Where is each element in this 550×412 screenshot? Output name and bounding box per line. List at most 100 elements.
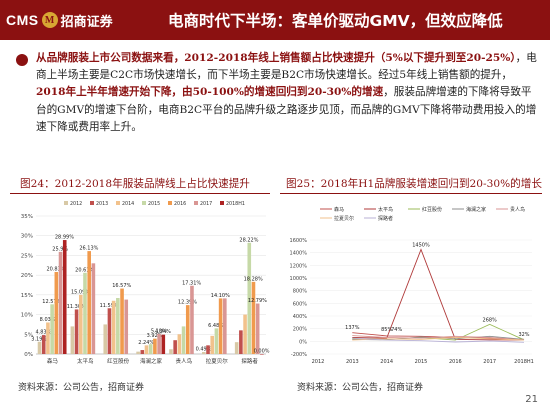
bar: [260, 354, 264, 355]
data-label: 11.59%: [100, 303, 119, 309]
data-label: 8.03%: [40, 317, 56, 323]
series-line: [352, 337, 525, 343]
x-tick-label: 贵人鸟: [176, 357, 193, 365]
bar: [177, 334, 182, 354]
legend-label: 红豆股份: [422, 206, 442, 213]
y-tick-label: 0%: [299, 339, 307, 345]
x-tick-label: 2013: [346, 359, 359, 365]
legend-label: 探路者: [378, 215, 393, 222]
bar: [234, 342, 239, 354]
y-tick-label: 15%: [21, 293, 33, 299]
x-tick-label: 红豆股份: [107, 357, 130, 365]
para-text-1: ，电商上半场主要是C2C市场快速增长，而下半场主要是B2C市场快速增长。经过5年…: [36, 52, 537, 82]
bar: [169, 349, 173, 354]
data-label: 28.99%: [55, 235, 74, 241]
bar: [62, 240, 67, 354]
data-label: 14.10%: [211, 293, 230, 299]
data-label: 25.9%: [52, 246, 68, 252]
data-label: 5.10%: [151, 328, 167, 334]
data-label: 12.79%: [248, 298, 267, 304]
data-label: 3.92%: [147, 333, 163, 339]
bar: [91, 263, 96, 354]
header-bar: CMS M 招商证券 电商时代下半场：客单价驱动GMV，但效应降低: [0, 0, 550, 40]
x-tick-label: 森马: [47, 357, 59, 365]
data-label: 32%: [518, 332, 529, 338]
left-chart-caption: 图24：2012-2018年服装品牌线上占比快速提升: [20, 178, 250, 190]
bar: [202, 352, 206, 354]
legend-swatch: [194, 201, 198, 205]
bar: [58, 251, 63, 354]
series-line: [352, 248, 525, 341]
bar: [185, 305, 190, 354]
bar: [206, 345, 210, 354]
data-label: 12.39%: [178, 300, 197, 306]
legend-swatch: [90, 201, 94, 205]
legend-label: 拉夏贝尔: [334, 215, 354, 222]
bar: [243, 314, 247, 354]
bar: [54, 271, 59, 354]
bar: [157, 333, 161, 354]
bar: [136, 351, 140, 354]
y-tick-label: 400%: [293, 314, 308, 320]
para-highlight-2: 2018年上半年增速开始下降，由50-100%的增速回归到20-30%的增速: [36, 86, 384, 99]
line-chart-panel: -200% 0% 200% 400% 600% 800% 1000% 1200% 1400% 16…: [280, 196, 544, 376]
x-tick-label: 2015: [415, 359, 428, 365]
bar: [124, 299, 129, 354]
y-tick-label: 20%: [21, 273, 33, 279]
legend-label: 森马: [334, 206, 344, 213]
y-tick-label: 5%: [24, 332, 33, 338]
body-paragraph: 从品牌服装上市公司数据来看，2012-2018年线上销售额占比快速提升（5%以下…: [36, 50, 540, 136]
bar: [210, 335, 215, 354]
y-tick-label: 600%: [293, 301, 308, 307]
bar: [116, 298, 120, 354]
bar: [140, 350, 145, 354]
bar: [181, 326, 186, 354]
data-label: 2.24%: [138, 340, 154, 346]
bar: [50, 304, 54, 354]
bar: [103, 324, 108, 354]
y-tick-label: -200%: [291, 352, 307, 358]
legend-label: 2018H1: [226, 201, 245, 207]
bar: [107, 308, 112, 354]
bar: [144, 345, 149, 354]
data-label: 268%: [483, 317, 498, 323]
bar: [190, 285, 194, 354]
data-label: 74%: [391, 327, 402, 333]
legend-swatch: [142, 201, 146, 205]
y-tick-label: 25%: [21, 253, 33, 259]
bar: [223, 298, 227, 354]
data-label: 0.00%: [254, 349, 270, 355]
line-chart: -200% 0% 200% 400% 600% 800% 1000% 1200% 1400% 16…: [290, 206, 534, 365]
legend-label: 2014: [122, 201, 134, 207]
y-tick-label: 1000%: [290, 276, 308, 282]
x-tick-label: 2018H1: [514, 359, 534, 365]
bar: [83, 272, 87, 354]
y-tick-label: 1200%: [290, 263, 308, 269]
caption-divider: [10, 193, 270, 194]
bar: [37, 341, 42, 354]
x-tick-label: 太平鸟: [77, 357, 94, 365]
bar: [78, 294, 83, 354]
bar: [74, 309, 79, 354]
data-label: 17.31%: [182, 280, 201, 286]
data-label: 18.28%: [244, 276, 263, 282]
data-label: 20.83%: [46, 266, 65, 272]
data-label: 137%: [345, 325, 360, 331]
para-highlight-1: 从品牌服装上市公司数据来看，2012-2018年线上销售额占比快速提升（5%以下…: [36, 52, 516, 64]
right-source-note: 资料来源：公司公告，招商证券: [297, 383, 424, 393]
data-label: 11.30%: [67, 304, 86, 310]
bar: [87, 251, 91, 354]
bar: [153, 338, 157, 354]
legend-swatch: [168, 201, 172, 205]
logo-text: CMS: [6, 12, 39, 28]
data-label: 28.22%: [239, 237, 258, 243]
data-label: 6.48%: [208, 323, 224, 329]
data-label: 15.09%: [71, 289, 90, 295]
bar: [214, 328, 219, 354]
legend-swatch: [64, 201, 68, 205]
logo-badge-icon: M: [41, 12, 58, 28]
legend-swatch: [116, 201, 120, 205]
legend-label: 2012: [70, 201, 82, 207]
bar-chart: 0% 5% 10% 15% 20% 25% 30% 35% 2012 2013 2014 2015 20…: [21, 201, 270, 365]
slide-title: 电商时代下半场：客单价驱动GMV，但效应降低: [168, 12, 503, 30]
